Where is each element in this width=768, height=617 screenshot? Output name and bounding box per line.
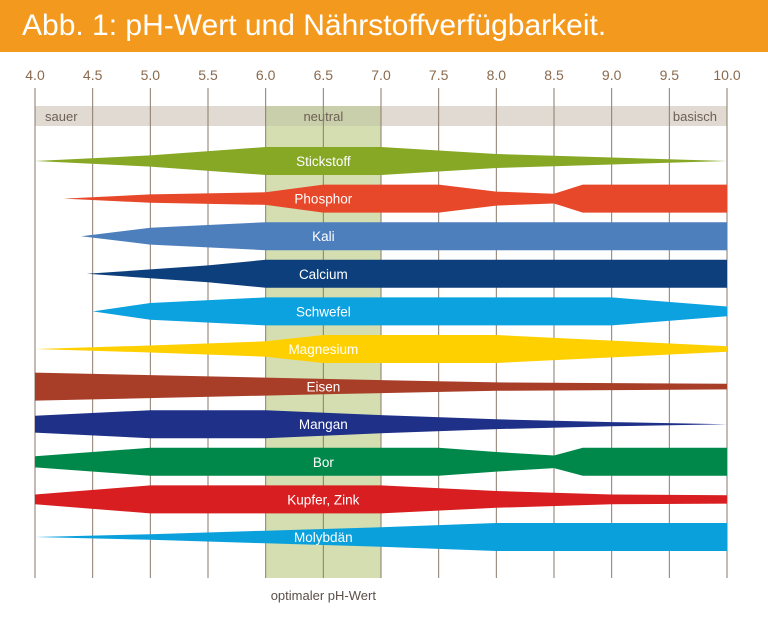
nutrient-label-molybdän: Molybdän: [294, 530, 353, 545]
optimal-label-layer: optimaler pH-Wert: [271, 588, 377, 603]
nutrient-label-mangan: Mangan: [299, 417, 348, 432]
nutrient-band-schwefel: [92, 297, 727, 326]
nutrient-band-kali: [81, 222, 728, 251]
nutrient-band-phosphor: [63, 184, 728, 213]
x-tick-label-7.0: 7.0: [371, 67, 391, 83]
nutrient-label-stickstoff: Stickstoff: [296, 154, 351, 169]
x-tick-label-8.5: 8.5: [544, 67, 564, 83]
scale-label-sauer: sauer: [45, 109, 78, 124]
nutrient-band-molybdän: [35, 523, 727, 551]
title-bar: Abb. 1: pH-Wert und Nährstoffverfügbarke…: [0, 0, 768, 52]
x-tick-label-8.0: 8.0: [487, 67, 507, 83]
x-tick-label-7.5: 7.5: [429, 67, 449, 83]
x-tick-labels-layer: 4.0 4.5 5.0 5.5 6.0 6.5 7.0 7.5 8.0 8.5 9.0 9.5 10.0: [25, 67, 741, 83]
nutrient-label-magnesium: Magnesium: [288, 342, 358, 357]
nutrient-band-calcium: [86, 259, 727, 288]
nutrient-band-eisen: [35, 372, 727, 401]
nutrient-label-phosphor: Phosphor: [294, 192, 352, 207]
nutrient-label-bor: Bor: [313, 455, 335, 470]
scale-label-basisch: basisch: [673, 109, 717, 124]
nutrient-labels-layer: Stickstoff Phosphor Kali Calcium Schwefel Mag…: [287, 154, 359, 545]
nutrient-band-mangan: [35, 410, 727, 439]
ph-nutrient-chart: sauer neutral basisch 4.0 4.5 5.0 5.5 6.0 6.5 7.…: [25, 67, 741, 603]
x-tick-label-6.0: 6.0: [256, 67, 276, 83]
nutrient-label-kali: Kali: [312, 229, 335, 244]
x-tick-label-9.5: 9.5: [660, 67, 680, 83]
x-tick-label-4.5: 4.5: [83, 67, 103, 83]
chart-title: Abb. 1: pH-Wert und Nährstoffverfügbarke…: [22, 9, 607, 42]
x-tick-label-9.0: 9.0: [602, 67, 622, 83]
x-tick-label-6.5: 6.5: [314, 67, 334, 83]
nutrient-label-kupfer-zink: Kupfer, Zink: [287, 492, 359, 507]
x-tick-label-4.0: 4.0: [25, 67, 45, 83]
nutrient-band-kupfer-zink: [35, 485, 727, 514]
nutrient-band-bor: [35, 447, 727, 476]
nutrient-band-magnesium: [35, 335, 727, 363]
nutrient-bands-layer: [35, 147, 728, 551]
optimal-range-label: optimaler pH-Wert: [271, 588, 377, 603]
nutrient-band-stickstoff: [35, 147, 727, 175]
x-tick-label-5.5: 5.5: [198, 67, 218, 83]
x-tick-label-10.0: 10.0: [713, 67, 740, 83]
nutrient-label-calcium: Calcium: [299, 267, 348, 282]
nutrient-label-eisen: Eisen: [306, 380, 340, 395]
nutrient-label-schwefel: Schwefel: [296, 304, 351, 319]
x-tick-label-5.0: 5.0: [141, 67, 161, 83]
